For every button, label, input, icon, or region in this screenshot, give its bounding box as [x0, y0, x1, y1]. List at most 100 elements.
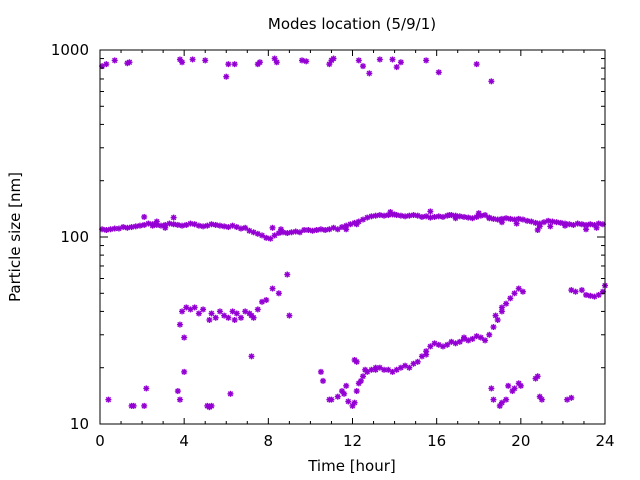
- data-point: [216, 308, 223, 315]
- data-point: [498, 219, 505, 226]
- data-point: [515, 285, 522, 292]
- x-tick-label: 8: [264, 432, 274, 450]
- data-point: [593, 224, 600, 231]
- data-point: [334, 226, 341, 233]
- data-point: [263, 234, 270, 241]
- data-point: [490, 396, 497, 403]
- data-point: [212, 314, 219, 321]
- data-point: [237, 225, 244, 232]
- data-point: [277, 226, 284, 233]
- data-point: [513, 220, 520, 227]
- data-point: [435, 213, 442, 220]
- data-point: [393, 366, 400, 373]
- data-point: [107, 226, 114, 233]
- data-point: [505, 382, 512, 389]
- data-point: [343, 382, 350, 389]
- data-point: [553, 219, 560, 226]
- data-point: [275, 290, 282, 297]
- data-point: [141, 402, 148, 409]
- data-point: [486, 331, 493, 338]
- data-point: [317, 368, 324, 375]
- data-point: [583, 291, 590, 298]
- data-point: [136, 222, 143, 229]
- data-point: [303, 58, 310, 65]
- data-point: [269, 224, 276, 231]
- data-point: [309, 227, 316, 234]
- data-point: [511, 290, 518, 297]
- data-point: [162, 224, 169, 231]
- data-point: [212, 221, 219, 228]
- data-point: [256, 59, 263, 66]
- data-point: [376, 56, 383, 63]
- data-point: [427, 208, 434, 215]
- data-point: [206, 316, 213, 323]
- data-point: [406, 212, 413, 219]
- data-point: [124, 224, 131, 231]
- data-point: [511, 385, 518, 392]
- y-tick-label: 10: [70, 415, 89, 433]
- data-point: [343, 226, 350, 233]
- data-point: [503, 396, 510, 403]
- data-point: [176, 321, 183, 328]
- data-point: [547, 223, 554, 230]
- data-point: [477, 334, 484, 341]
- data-point: [538, 396, 545, 403]
- data-point: [105, 396, 112, 403]
- data-point: [498, 399, 505, 406]
- chart-title: Modes location (5/9/1): [268, 15, 436, 33]
- data-point: [153, 218, 160, 225]
- y-axis: 10 100 1000: [51, 41, 605, 433]
- data-point: [225, 314, 232, 321]
- data-point: [435, 69, 442, 76]
- data-point: [273, 59, 280, 66]
- data-point: [328, 396, 335, 403]
- data-point: [387, 209, 394, 216]
- data-point: [517, 382, 524, 389]
- data-point: [267, 235, 274, 242]
- data-point: [503, 300, 510, 307]
- data-point: [126, 59, 133, 66]
- data-point: [176, 396, 183, 403]
- data-point: [456, 338, 463, 345]
- data-point: [216, 222, 223, 229]
- data-point: [549, 218, 556, 225]
- data-point: [181, 334, 188, 341]
- data-point: [313, 227, 320, 233]
- data-point: [233, 310, 240, 317]
- data-point: [498, 304, 505, 311]
- data-point: [423, 57, 430, 64]
- data-point: [357, 377, 364, 384]
- data-point: [208, 310, 215, 317]
- data-point: [488, 78, 495, 85]
- data-point: [482, 212, 489, 219]
- x-tick-label: 20: [511, 432, 530, 450]
- data-point: [562, 222, 569, 229]
- data-point: [225, 61, 232, 68]
- data-point: [360, 63, 367, 70]
- data-point: [120, 224, 127, 231]
- data-point: [292, 228, 299, 235]
- data-point: [353, 221, 360, 228]
- data-point: [393, 64, 400, 71]
- data-point: [271, 232, 278, 239]
- data-point: [587, 221, 594, 228]
- x-tick-label: 0: [95, 432, 105, 450]
- x-axis-title: Time [hour]: [307, 457, 396, 475]
- data-point: [330, 55, 337, 62]
- data-point: [259, 232, 266, 239]
- data-point: [490, 324, 497, 331]
- data-point: [397, 59, 404, 66]
- data-point: [263, 297, 270, 304]
- data-point: [345, 398, 352, 405]
- data-point: [534, 373, 541, 380]
- data-point: [200, 306, 207, 313]
- data-point: [486, 215, 493, 222]
- data-point: [237, 314, 244, 321]
- data-point: [488, 385, 495, 392]
- data-point: [444, 341, 451, 348]
- data-point: [130, 402, 137, 409]
- data-point: [568, 394, 575, 401]
- x-tick-label: 4: [179, 432, 189, 450]
- data-point: [461, 334, 468, 341]
- data-point: [536, 223, 543, 230]
